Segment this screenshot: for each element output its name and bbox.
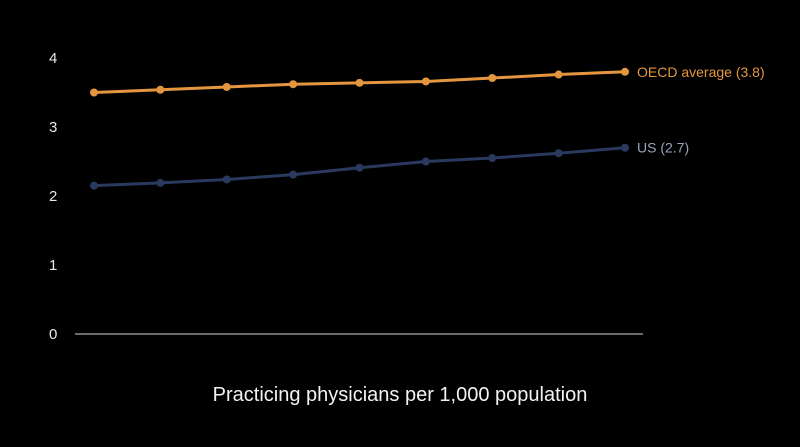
- data-point: [355, 78, 364, 87]
- x-axis-label: Practicing physicians per 1,000 populati…: [212, 384, 588, 406]
- data-point: [156, 85, 165, 94]
- data-point: [289, 80, 298, 89]
- data-point: [355, 163, 364, 172]
- series-0: OECD average (3.8): [90, 64, 765, 97]
- data-point: [289, 170, 298, 179]
- data-point: [222, 175, 231, 184]
- series-label: US (2.7): [637, 140, 689, 156]
- data-point: [488, 74, 497, 83]
- series-layer: OECD average (3.8) US (2.7): [90, 64, 765, 190]
- y-tick-label: 2: [49, 188, 57, 205]
- data-point: [90, 181, 98, 190]
- data-point: [222, 82, 231, 91]
- series-label: OECD average (3.8): [637, 64, 765, 80]
- data-point: [421, 157, 430, 166]
- data-point: [621, 143, 629, 152]
- data-point: [90, 88, 98, 97]
- series-1: US (2.7): [90, 140, 689, 190]
- data-point: [488, 154, 497, 163]
- data-point: [554, 70, 563, 79]
- data-point: [621, 67, 629, 76]
- data-point: [421, 77, 430, 86]
- y-tick-label: 4: [49, 50, 57, 67]
- y-tick-label: 3: [49, 119, 57, 136]
- y-axis-ticks: 0 1 2 3 4: [49, 50, 57, 343]
- y-tick-label: 1: [49, 257, 57, 274]
- y-tick-label: 0: [49, 326, 57, 343]
- data-point: [156, 178, 165, 187]
- data-point: [554, 149, 563, 158]
